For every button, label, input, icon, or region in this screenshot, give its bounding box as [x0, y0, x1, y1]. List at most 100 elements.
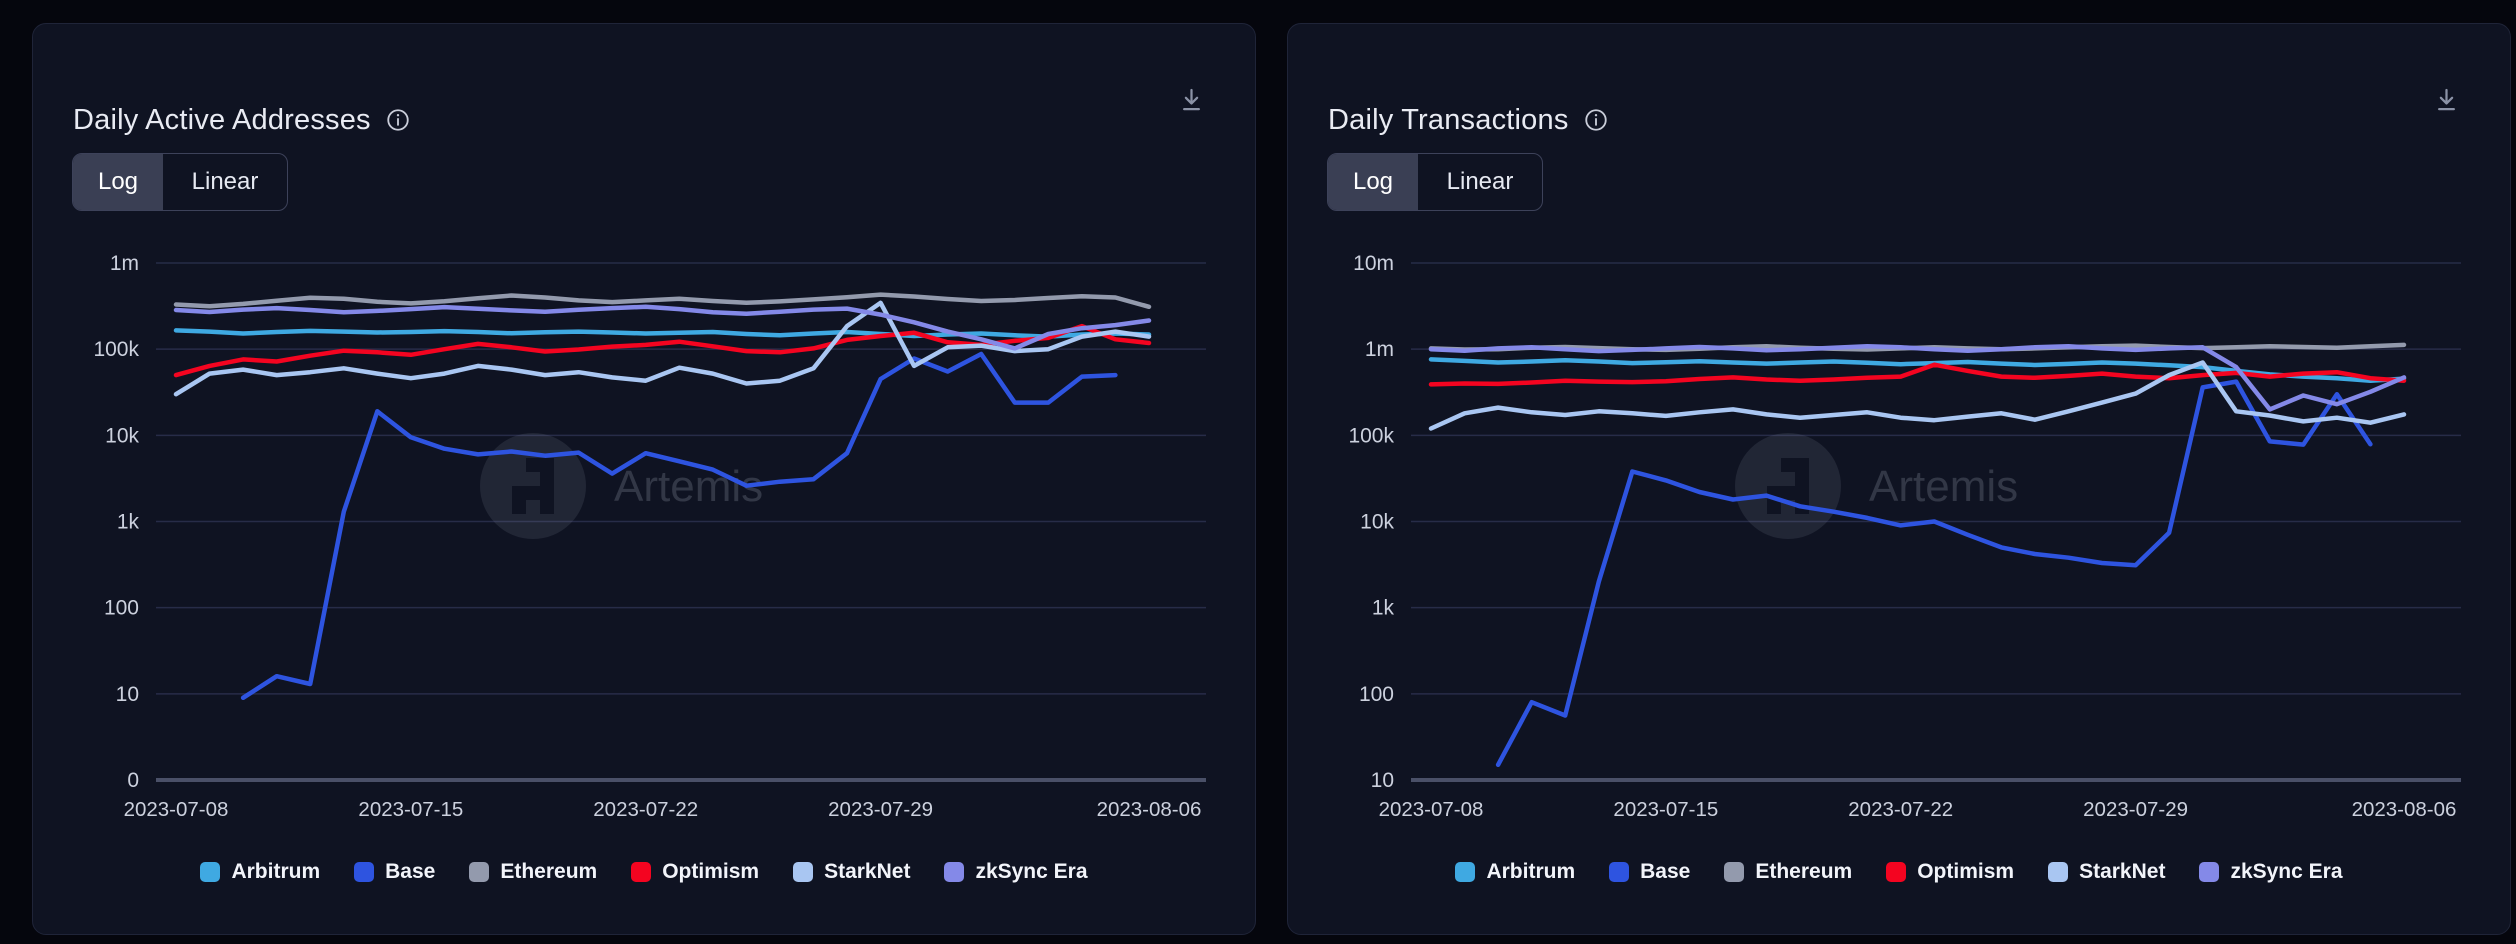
x-axis-tick: 2023-07-15: [1613, 798, 1718, 821]
info-icon[interactable]: [1583, 107, 1609, 133]
legend-swatch: [2199, 862, 2220, 882]
scale-toggle: Log Linear: [72, 153, 288, 211]
legend-label: Arbitrum: [1486, 860, 1576, 883]
legend-item-zksync-era[interactable]: zkSync Era: [944, 860, 1088, 884]
legend-label: zkSync Era: [975, 860, 1088, 883]
legend-item-base[interactable]: Base: [1609, 860, 1690, 884]
toggle-log[interactable]: Log: [1328, 154, 1418, 210]
artemis-watermark: Artemis: [1735, 433, 2018, 539]
series-line-ethereum: [173, 292, 1152, 310]
y-axis-tick: 1k: [1372, 597, 1395, 620]
y-axis-origin-tick: 0: [127, 769, 139, 792]
x-axis-tick: 2023-07-22: [1848, 798, 1953, 821]
artemis-logo-pixel: [1781, 458, 1795, 472]
x-axis-tick: 2023-08-06: [2352, 798, 2457, 821]
artemis-logo-pixel: [1795, 458, 1809, 472]
legend-label: Arbitrum: [231, 860, 321, 883]
legend-swatch: [1886, 862, 1907, 882]
daily-transactions-card: Daily Transactions Log Linear 10m 1m 100k 1…: [1287, 23, 2511, 935]
legend-label: zkSync Era: [2230, 860, 2343, 883]
y-axis-tick: 1m: [110, 252, 139, 275]
legend-label: Base: [1640, 860, 1691, 883]
y-axis-origin-tick: 10: [1371, 769, 1394, 792]
card-header: Daily Active Addresses: [73, 100, 1215, 140]
legend-item-base[interactable]: Base: [354, 860, 435, 884]
series-line-starknet: [1428, 360, 2407, 431]
series-line-starknet: [173, 300, 1152, 397]
download-icon: [1178, 88, 1205, 116]
series-line-arbitrum: [173, 328, 1152, 339]
watermark-text: Artemis: [1869, 462, 2018, 511]
artemis-logo-pixel: [540, 458, 554, 472]
y-axis-tick: 1k: [117, 511, 140, 534]
legend-swatch: [944, 862, 965, 882]
x-axis-tick: 2023-07-29: [2083, 798, 2188, 821]
watermark-text: Artemis: [614, 462, 763, 511]
scale-toggle: Log Linear: [1327, 153, 1543, 211]
artemis-logo-pixel: [512, 500, 526, 514]
legend-swatch: [1609, 862, 1630, 882]
card-header: Daily Transactions: [1328, 100, 2470, 140]
x-axis-tick: 2023-08-06: [1097, 798, 1202, 821]
legend-item-ethereum[interactable]: Ethereum: [469, 860, 597, 884]
y-axis-tick: 1m: [1365, 338, 1394, 361]
artemis-logo-pixel: [512, 486, 526, 500]
x-axis-tick: 2023-07-22: [593, 798, 698, 821]
y-axis-tick: 10m: [1353, 252, 1394, 275]
y-axis-tick: 100k: [93, 338, 139, 361]
legend-swatch: [354, 862, 375, 882]
toggle-linear[interactable]: Linear: [1418, 154, 1542, 210]
legend-item-zksync-era[interactable]: zkSync Era: [2199, 860, 2343, 884]
legend-item-optimism[interactable]: Optimism: [1886, 860, 2014, 884]
legend-swatch: [200, 862, 221, 882]
chart-title: Daily Transactions: [1328, 103, 1569, 136]
artemis-logo-pixel: [526, 486, 540, 500]
x-axis-tick: 2023-07-15: [358, 798, 463, 821]
y-axis-tick: 10: [116, 683, 139, 706]
toggle-linear[interactable]: Linear: [163, 154, 287, 210]
legend-label: Ethereum: [1755, 860, 1853, 883]
artemis-logo-pixel: [1795, 486, 1809, 500]
legend-label: Optimism: [662, 860, 760, 883]
legend-swatch: [793, 862, 814, 882]
chart-title: Daily Active Addresses: [73, 103, 371, 136]
artemis-logo-pixel: [540, 472, 554, 486]
series-line-base: [1495, 379, 2373, 768]
toggle-log[interactable]: Log: [73, 154, 163, 210]
legend-swatch: [1724, 862, 1745, 882]
legend-item-optimism[interactable]: Optimism: [631, 860, 759, 884]
artemis-logo-pixel: [540, 486, 554, 500]
download-button[interactable]: [2429, 82, 2464, 120]
artemis-logo-pixel: [526, 458, 540, 472]
chart-legend: Arbitrum Base Ethereum Optimism StarkNet zkSy…: [1288, 860, 2510, 884]
series-line-optimism: [1428, 362, 2407, 387]
y-axis-tick: 100k: [1348, 424, 1394, 447]
chart-legend: Arbitrum Base Ethereum Optimism StarkNet zkSy…: [33, 860, 1255, 884]
legend-item-ethereum[interactable]: Ethereum: [1724, 860, 1852, 884]
chart-canvas[interactable]: 10m 1m 100k 10k 1k 100 10 2023-07-08 2023-07-15 2…: [1288, 204, 2512, 854]
legend-item-arbitrum[interactable]: Arbitrum: [1455, 860, 1575, 884]
legend-label: Optimism: [1917, 860, 2015, 883]
series-line-zksync-era: [173, 304, 1152, 351]
y-axis-tick: 10k: [105, 424, 139, 447]
y-axis-tick: 100: [1359, 683, 1394, 706]
series-line-optimism: [173, 323, 1152, 378]
legend-label: Ethereum: [500, 860, 598, 883]
x-axis-tick: 2023-07-29: [828, 798, 933, 821]
info-icon[interactable]: [385, 107, 411, 133]
artemis-logo-pixel: [1795, 472, 1809, 486]
legend-swatch: [1455, 862, 1476, 882]
legend-swatch: [469, 862, 490, 882]
series-line-zksync-era: [1428, 344, 2407, 412]
legend-swatch: [631, 862, 652, 882]
y-axis-tick: 100: [104, 597, 139, 620]
legend-item-arbitrum[interactable]: Arbitrum: [200, 860, 320, 884]
download-button[interactable]: [1174, 82, 1209, 120]
legend-label: StarkNet: [2079, 860, 2166, 883]
legend-item-starknet[interactable]: StarkNet: [2048, 860, 2165, 884]
artemis-logo-pixel: [1781, 486, 1795, 500]
legend-label: Base: [385, 860, 436, 883]
legend-swatch: [2048, 862, 2069, 882]
legend-item-starknet[interactable]: StarkNet: [793, 860, 910, 884]
